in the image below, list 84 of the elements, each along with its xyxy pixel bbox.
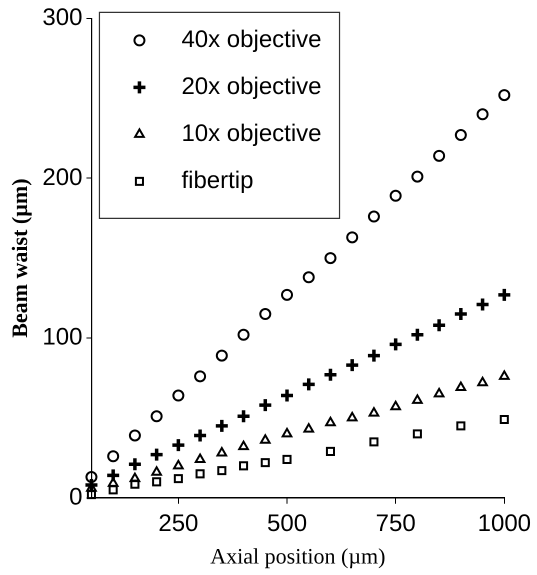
x-tick-label: 750: [376, 510, 416, 537]
point: [326, 446, 336, 456]
point: [410, 327, 426, 343]
legend-label: 40x objective: [181, 26, 322, 54]
legend-label: 20x objective: [181, 73, 322, 100]
point: [279, 388, 295, 404]
x-tick-label: 250: [158, 510, 198, 537]
point: [496, 287, 512, 303]
point: [216, 447, 228, 457]
point: [236, 408, 252, 424]
y-tick-label: 100: [42, 324, 82, 351]
x-tick-label: 500: [266, 510, 308, 537]
point: [238, 440, 249, 450]
point: [260, 458, 270, 468]
point: [390, 190, 402, 202]
point: [456, 382, 466, 392]
point: [151, 466, 162, 476]
point: [172, 390, 184, 402]
point: [259, 308, 272, 320]
point: [130, 480, 140, 489]
point: [260, 434, 271, 444]
point: [366, 348, 382, 364]
point: [453, 306, 469, 322]
point: [130, 472, 140, 482]
point: [303, 423, 314, 433]
point: [152, 477, 162, 486]
point: [85, 471, 98, 484]
point: [300, 376, 316, 392]
point: [128, 429, 141, 442]
point: [281, 288, 294, 301]
point: [105, 468, 121, 484]
point: [433, 150, 446, 162]
point: [346, 231, 358, 244]
point: [174, 474, 183, 484]
point: [282, 454, 292, 464]
point: [324, 252, 336, 264]
point: [214, 418, 230, 434]
point: [238, 328, 250, 341]
point: [476, 108, 489, 120]
point: [346, 412, 358, 422]
y-tick-label: 200: [42, 164, 82, 191]
point: [192, 428, 208, 444]
point: [282, 428, 292, 438]
point: [239, 461, 248, 470]
point: [412, 429, 422, 438]
point: [412, 394, 423, 404]
point: [302, 271, 315, 284]
legend-label: 10x objective: [181, 120, 322, 148]
point: [474, 296, 490, 312]
point: [170, 437, 186, 453]
point: [127, 456, 143, 472]
point: [388, 336, 404, 352]
point: [150, 410, 163, 422]
y-tick-label: 300: [42, 4, 82, 32]
point: [411, 170, 424, 183]
x-tick-label: 1000: [478, 510, 531, 537]
point: [258, 397, 274, 413]
point: [173, 460, 184, 470]
point: [500, 414, 509, 424]
point: [368, 210, 380, 223]
point: [216, 350, 228, 362]
point: [434, 388, 444, 398]
point: [196, 469, 205, 478]
point: [148, 446, 164, 462]
point: [325, 416, 336, 426]
point: [498, 89, 510, 102]
point: [369, 437, 378, 446]
point: [194, 453, 206, 463]
y-axis-title: Beam waist (µm): [6, 178, 32, 338]
point: [456, 421, 466, 430]
x-axis-title: Axial position (µm): [210, 544, 386, 569]
point: [454, 129, 467, 142]
point: [477, 376, 488, 386]
point: [344, 357, 360, 373]
point: [217, 466, 226, 476]
point: [194, 370, 206, 382]
point: [498, 370, 510, 380]
point: [368, 407, 380, 417]
point: [390, 400, 401, 410]
point: [107, 450, 120, 462]
legend-label: fibertip: [181, 167, 254, 194]
y-tick-label: 0: [69, 483, 82, 510]
point: [431, 317, 447, 333]
point: [322, 367, 338, 383]
